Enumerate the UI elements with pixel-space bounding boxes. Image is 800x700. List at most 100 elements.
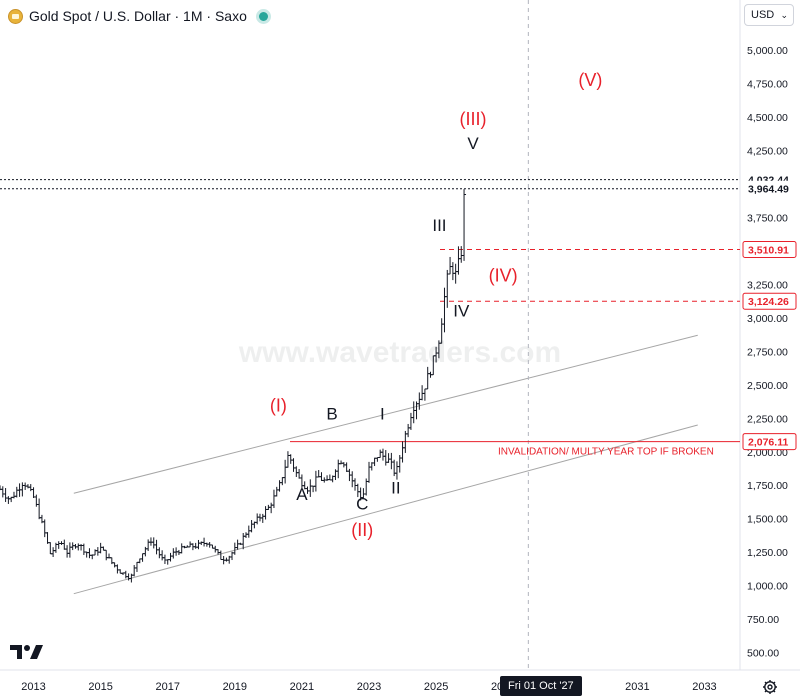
wave-label: C — [356, 494, 368, 513]
price-bar — [157, 547, 162, 559]
price-bar — [25, 484, 30, 489]
y-tick-label: 4,750.00 — [747, 79, 788, 91]
price-bar — [411, 401, 416, 424]
price-bar — [143, 546, 148, 557]
x-tick-label: 2033 — [692, 681, 716, 693]
x-tick-label: 2013 — [21, 681, 45, 693]
price-bar — [28, 484, 33, 492]
symbol-title[interactable]: Gold Spot / U.S. Dollar · 1M · Saxo — [29, 8, 247, 24]
y-tick-label: 3,000.00 — [747, 313, 788, 325]
y-tick-label: 2,250.00 — [747, 413, 788, 425]
price-bar — [146, 539, 151, 551]
y-tick-label: 2,750.00 — [747, 346, 788, 358]
price-bar — [235, 539, 240, 550]
price-bar — [224, 557, 229, 562]
price-bar — [81, 543, 86, 555]
price-bar — [3, 488, 8, 502]
y-tick-label: 1,250.00 — [747, 547, 788, 559]
price-bar — [336, 459, 341, 479]
price-bar — [344, 462, 349, 472]
price-bar — [62, 539, 67, 550]
price-bar — [0, 486, 5, 498]
price-bar — [445, 269, 450, 308]
price-bar — [249, 520, 254, 533]
y-tick-label: 3,250.00 — [747, 279, 788, 291]
price-bar — [350, 471, 355, 488]
wave-label: A — [296, 485, 308, 504]
wave-label: IV — [453, 302, 470, 321]
price-bar — [260, 513, 265, 523]
currency-selector[interactable]: USD ⌄ — [744, 4, 794, 26]
price-bar — [353, 478, 358, 491]
price-bar — [151, 537, 156, 549]
price-bar — [280, 477, 285, 486]
price-bar — [179, 543, 184, 554]
price-bars — [0, 189, 467, 583]
price-bar — [216, 549, 221, 555]
price-bar — [325, 475, 330, 482]
price-bar — [154, 539, 159, 555]
price-bar — [202, 537, 207, 547]
x-tick-label: 2023 — [357, 681, 381, 693]
channel-line — [73, 334, 698, 494]
price-bar — [162, 554, 167, 564]
price-bar — [213, 545, 218, 553]
y-tick-label: 4,500.00 — [747, 112, 788, 124]
price-bar — [263, 506, 268, 520]
price-bar — [459, 246, 464, 263]
price-bar — [6, 496, 11, 504]
x-tick-label: 2015 — [88, 681, 112, 693]
price-bar — [112, 562, 117, 568]
price-bar — [171, 548, 176, 559]
price-bar — [204, 542, 209, 547]
price-bar — [274, 486, 279, 497]
price-label: 2,076.11 — [748, 437, 788, 449]
price-bar — [232, 542, 237, 555]
wave-label: (IV) — [489, 266, 518, 286]
price-bar — [65, 545, 70, 558]
price-bar — [339, 460, 344, 465]
x-tick-label: 2019 — [223, 681, 247, 693]
price-bar — [367, 461, 371, 483]
y-tick-label: 5,000.00 — [747, 45, 788, 57]
tradingview-logo[interactable] — [10, 643, 44, 661]
price-bar — [327, 474, 332, 481]
price-bar — [160, 550, 165, 561]
chart-header: Gold Spot / U.S. Dollar · 1M · Saxo — [8, 6, 268, 26]
price-bar — [87, 548, 92, 559]
price-bar — [311, 485, 316, 493]
price-bar — [118, 569, 123, 574]
price-bar — [51, 547, 56, 557]
y-tick-label: 2,500.00 — [747, 380, 788, 392]
y-tick-label: 1,500.00 — [747, 514, 788, 526]
price-label: 3,510.91 — [748, 244, 789, 256]
price-bar — [400, 441, 405, 463]
wave-label: B — [326, 405, 337, 424]
price-bar — [453, 263, 458, 284]
price-bar — [98, 542, 103, 554]
price-bar — [73, 544, 78, 549]
price-bar — [394, 461, 399, 480]
price-bar — [42, 519, 47, 538]
watermark: www.wavetraders.com — [238, 336, 561, 369]
price-bar — [218, 550, 223, 560]
price-label-box — [743, 180, 796, 197]
gear-icon[interactable] — [762, 679, 778, 695]
price-bar — [269, 502, 274, 514]
price-label-box — [742, 240, 797, 258]
price-bar — [297, 469, 302, 479]
channel-line — [73, 424, 698, 595]
price-bar — [244, 532, 248, 539]
y-tick-label: 1,000.00 — [747, 581, 788, 593]
x-tick-label: 2017 — [155, 681, 179, 693]
date-cursor-label: Fri 01 Oct '27 — [500, 676, 582, 696]
price-bar — [277, 480, 282, 492]
price-bar — [462, 189, 467, 261]
price-bar — [386, 453, 391, 463]
price-bar — [45, 532, 50, 544]
gold-coin-icon — [8, 8, 23, 24]
price-label-box — [742, 433, 797, 451]
price-bar — [283, 459, 288, 484]
price-bar — [389, 452, 394, 470]
